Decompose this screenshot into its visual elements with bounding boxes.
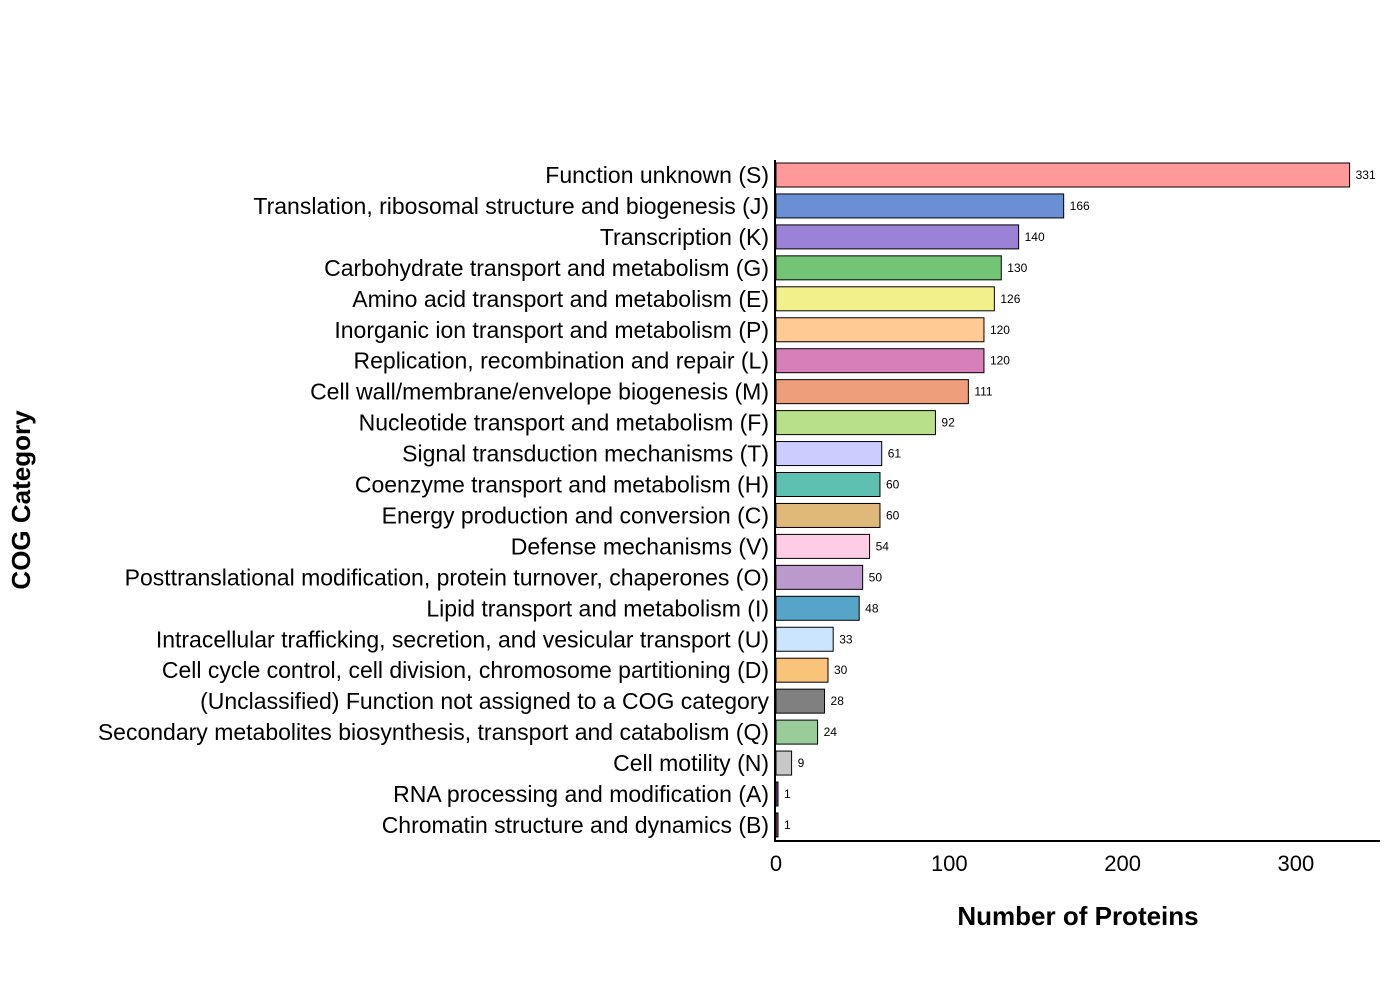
- bar: [775, 533, 871, 559]
- category-label: (Unclassified) Function not assigned to …: [200, 688, 769, 714]
- bar: [775, 379, 969, 405]
- category-labels: Function unknown (S) Translation, ribosom…: [98, 162, 770, 838]
- category-label: Cell cycle control, cell division, chrom…: [162, 657, 769, 683]
- x-tick-label: 0: [770, 851, 782, 876]
- value-label: 166: [1070, 199, 1090, 213]
- category-label: Nucleotide transport and metabolism (F): [359, 410, 769, 436]
- value-label: 9: [798, 756, 805, 770]
- value-label: 1: [784, 787, 791, 801]
- category-label: Carbohydrate transport and metabolism (G…: [324, 255, 769, 281]
- value-label: 140: [1025, 230, 1045, 244]
- value-label: 111: [974, 385, 993, 399]
- bar: [775, 719, 819, 745]
- value-label: 50: [869, 570, 883, 584]
- category-label: Replication, recombination and repair (L…: [354, 348, 770, 374]
- category-label: Secondary metabolites biosynthesis, tran…: [98, 719, 769, 745]
- value-label: 120: [990, 354, 1010, 368]
- value-label: 92: [941, 416, 955, 430]
- category-label: Inorganic ion transport and metabolism (…: [334, 317, 769, 343]
- value-label: 1: [784, 818, 791, 832]
- category-label: Function unknown (S): [545, 162, 769, 188]
- bar: [775, 224, 1020, 250]
- x-tick-label: 100: [931, 851, 968, 876]
- bar: [775, 348, 985, 374]
- bar: [775, 193, 1065, 219]
- y-axis-title: COG Category: [6, 410, 36, 590]
- x-tick-label: 200: [1104, 851, 1141, 876]
- bars: [775, 162, 1351, 838]
- bar: [775, 657, 829, 683]
- bar: [775, 626, 834, 652]
- category-label: Defense mechanisms (V): [511, 533, 769, 559]
- value-label: 24: [824, 725, 838, 739]
- category-label: Energy production and conversion (C): [382, 502, 769, 528]
- bar: [775, 255, 1002, 281]
- bar: [775, 472, 881, 497]
- category-label: RNA processing and modification (A): [393, 781, 769, 807]
- value-label: 61: [888, 447, 902, 461]
- bar: [775, 162, 1351, 188]
- bar: [775, 595, 860, 621]
- bar: [775, 410, 936, 436]
- value-label: 130: [1007, 261, 1027, 275]
- x-axis-title: Number of Proteins: [957, 901, 1198, 931]
- category-label: Translation, ribosomal structure and bio…: [253, 193, 769, 219]
- category-label: Signal transduction mechanisms (T): [402, 441, 769, 467]
- value-label: 30: [834, 663, 848, 677]
- category-label: Transcription (K): [600, 224, 769, 250]
- bar: [775, 781, 779, 807]
- category-label: Cell wall/membrane/envelope biogenesis (…: [310, 379, 769, 405]
- category-label: Intracellular trafficking, secretion, an…: [156, 626, 769, 652]
- value-label: 54: [876, 539, 890, 553]
- value-label: 60: [886, 478, 900, 492]
- bar: [775, 564, 864, 590]
- bar: [775, 286, 995, 312]
- value-label: 126: [1000, 292, 1020, 306]
- category-label: Chromatin structure and dynamics (B): [382, 812, 769, 838]
- value-labels: 3311661401301261201201119261606054504833…: [784, 168, 1376, 832]
- category-label: Posttranslational modification, protein …: [125, 564, 769, 590]
- value-label: 120: [990, 323, 1010, 337]
- value-label: 48: [865, 601, 879, 615]
- category-label: Lipid transport and metabolism (I): [426, 595, 769, 621]
- bar: [775, 317, 985, 343]
- x-tick-label: 300: [1278, 851, 1315, 876]
- value-label: 331: [1356, 168, 1376, 182]
- bar: [775, 750, 793, 776]
- bar: [775, 812, 779, 838]
- category-label: Coenzyme transport and metabolism (H): [355, 472, 769, 498]
- bar: [775, 441, 883, 467]
- bar: [775, 688, 826, 714]
- value-label: 60: [886, 508, 900, 522]
- category-label: Amino acid transport and metabolism (E): [352, 286, 769, 312]
- value-label: 28: [831, 694, 845, 708]
- category-label: Cell motility (N): [613, 750, 769, 776]
- bar: [775, 502, 881, 528]
- value-label: 33: [839, 632, 853, 646]
- x-tick-labels: 0 100 200 300: [770, 851, 1314, 876]
